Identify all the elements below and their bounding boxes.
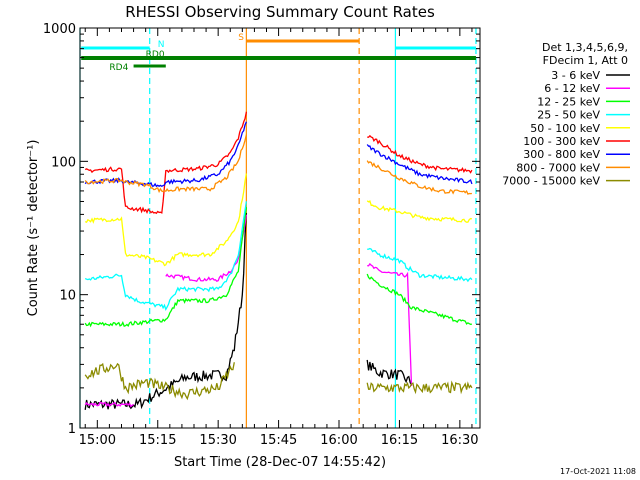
legend-label-2: 6 - 12 keV	[544, 82, 600, 95]
series-line-8-segment-1	[84, 134, 248, 194]
series-group	[84, 111, 473, 410]
flag-label-n: N	[158, 40, 165, 50]
series-line-4-segment-2	[367, 247, 473, 283]
legend-label-7: 300 - 800 keV	[523, 148, 600, 161]
series-line-1-segment-2	[366, 359, 413, 386]
legend-label-8: 800 - 7000 keV	[516, 161, 600, 174]
legend-label-1: 3 - 6 keV	[551, 69, 600, 82]
y-tick-label-1: 1	[68, 422, 76, 437]
series-line-6-segment-1	[84, 111, 248, 215]
legend-label-4: 25 - 50 keV	[537, 109, 600, 122]
series-line-2-segment-3	[367, 262, 413, 387]
legend-label-6: 100 - 300 keV	[523, 135, 600, 148]
series-line-9-segment-2	[366, 380, 473, 395]
legend-header-line-2: FDecim 1, Att 0	[543, 54, 628, 67]
series-line-5-segment-1	[84, 173, 248, 267]
legend: Det 1,3,4,5,6,9, FDecim 1, Att 0 3 - 6 k…	[502, 41, 630, 188]
y-tick-label-3: 100	[51, 155, 76, 170]
axes: 1 10 100 1000 15:00 15:15 15:30 15:45 16:00 16:15…	[43, 22, 481, 448]
flag-label-rd4: RD4	[109, 63, 128, 73]
x-axis-label: Start Time (28-Dec-07 14:55:42)	[174, 455, 386, 470]
series-line-9-segment-1	[84, 362, 235, 401]
x-tick-label-3: 15:30	[199, 433, 236, 448]
y-tick-label-2: 10	[59, 289, 76, 304]
legend-label-5: 50 - 100 keV	[530, 122, 600, 135]
plot-frame	[79, 27, 481, 429]
x-tick-label-7: 16:30	[441, 433, 478, 448]
legend-label-3: 12 - 25 keV	[537, 95, 600, 108]
x-tick-label-6: 16:15	[381, 433, 418, 448]
flag-label-s: S	[238, 33, 244, 43]
legend-header-line-1: Det 1,3,4,5,6,9,	[542, 41, 628, 54]
x-tick-label-5: 16:00	[320, 433, 357, 448]
series-line-5-segment-2	[366, 200, 473, 223]
series-line-8-segment-2	[366, 160, 472, 195]
x-tick-label-4: 15:45	[260, 433, 297, 448]
series-line-4-segment-1	[84, 201, 248, 312]
chart-title: RHESSI Observing Summary Count Rates	[125, 3, 435, 21]
flag-label-rd0: RD0	[146, 50, 165, 60]
x-tick-label-2: 15:15	[139, 433, 176, 448]
series-line-1-segment-1	[84, 212, 248, 410]
series-line-3-segment-1	[84, 207, 248, 328]
y-tick-label-4: 1000	[43, 22, 76, 37]
x-tick-label-1: 15:00	[79, 433, 116, 448]
legend-label-9: 7000 - 15000 keV	[502, 175, 600, 188]
series-line-6-segment-2	[367, 134, 473, 174]
series-line-3-segment-2	[366, 273, 472, 325]
series-line-7-segment-2	[366, 144, 473, 185]
y-axis-label: Count Rate (s⁻¹ detector⁻¹)	[26, 140, 41, 317]
footer-timestamp: 17-Oct-2021 11:08	[560, 467, 636, 476]
series-line-2-segment-1	[84, 401, 134, 408]
